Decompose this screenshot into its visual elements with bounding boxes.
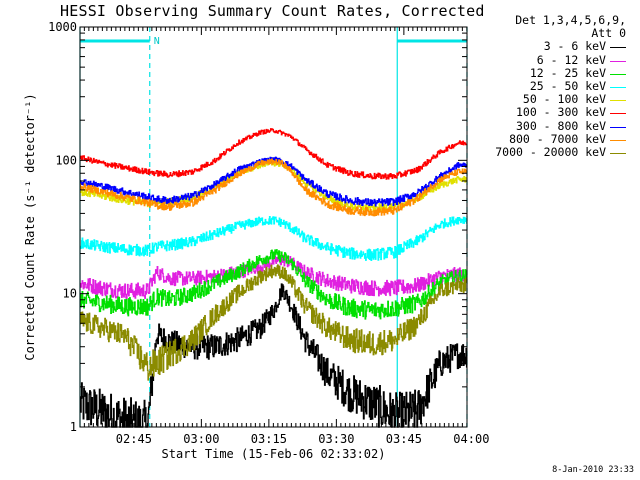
legend-entry-label: 100 - 300 keV [515,105,606,120]
plot-frame [79,26,468,428]
legend-swatch [610,73,626,75]
legend-swatch [610,113,626,115]
x-tick-label: 03:45 [386,432,422,446]
series-line [79,128,468,180]
legend-swatch [610,126,626,128]
legend-swatch [610,86,626,88]
legend-swatch [610,47,626,49]
series-line [79,264,468,381]
y-tick-label: 1000 [48,20,77,34]
legend-entry: 7000 - 20000 keV [484,144,634,159]
legend-entry: 3 - 6 keV [484,40,634,53]
legend-entry-label: 6 - 12 keV [536,52,606,67]
legend-swatch [610,60,626,62]
y-axis-label: Corrected Count Rate (s⁻¹ detector⁻¹) [23,93,37,360]
generation-timestamp: 8-Jan-2010 23:33 [552,465,634,475]
x-tick-label: 03:30 [318,432,354,446]
legend-entry-label: 3 - 6 keV [543,39,606,54]
legend-swatch [610,100,626,102]
x-tick-label: 04:00 [453,432,489,446]
legend-entry: 25 - 50 keV [484,78,634,93]
legend-header-attenuator: Att 0 [591,26,626,41]
y-tick-label: 100 [55,153,77,167]
chart-title: HESSI Observing Summary Count Rates, Cor… [60,2,485,20]
legend-entry-label: 12 - 25 keV [529,65,606,80]
legend-entry: 6 - 12 keV [484,52,634,67]
x-axis-label: Start Time (15-Feb-06 02:33:02) [162,447,386,461]
legend-entry: 100 - 300 keV [484,106,634,119]
legend-entry: 800 - 7000 keV [484,131,634,146]
series-line [79,249,468,320]
legend-entry: 50 - 100 keV [484,93,634,106]
legend: Det 1,3,4,5,6,9, Att 0 3 - 6 keV 6 - 12 k… [484,13,634,159]
legend-entry-label: 25 - 50 keV [529,78,606,93]
legend-entry: 12 - 25 keV [484,65,634,80]
x-tick-label: 02:45 [116,432,152,446]
legend-entry: 300 - 800 keV [484,118,634,133]
legend-header-detectors: Det 1,3,4,5,6,9, [515,13,626,27]
x-tick-label: 03:00 [183,432,219,446]
legend-entries: 3 - 6 keV 6 - 12 keV 12 - 25 keV 25 - 50 ke… [484,40,634,159]
legend-swatch [610,139,626,141]
series-line [79,216,468,262]
night-label: N [154,36,160,47]
legend-entry-label: 7000 - 20000 keV [495,144,606,159]
y-tick-label: 10 [63,287,77,301]
legend-swatch [610,152,626,154]
series-line [79,254,468,300]
series-line [79,158,468,217]
y-tick-label: 1 [70,420,77,434]
legend-entry-label: 50 - 100 keV [522,92,606,107]
legend-entry-label: 800 - 7000 keV [509,131,606,146]
legend-entry-label: 300 - 800 keV [515,118,606,133]
x-tick-label: 03:15 [251,432,287,446]
